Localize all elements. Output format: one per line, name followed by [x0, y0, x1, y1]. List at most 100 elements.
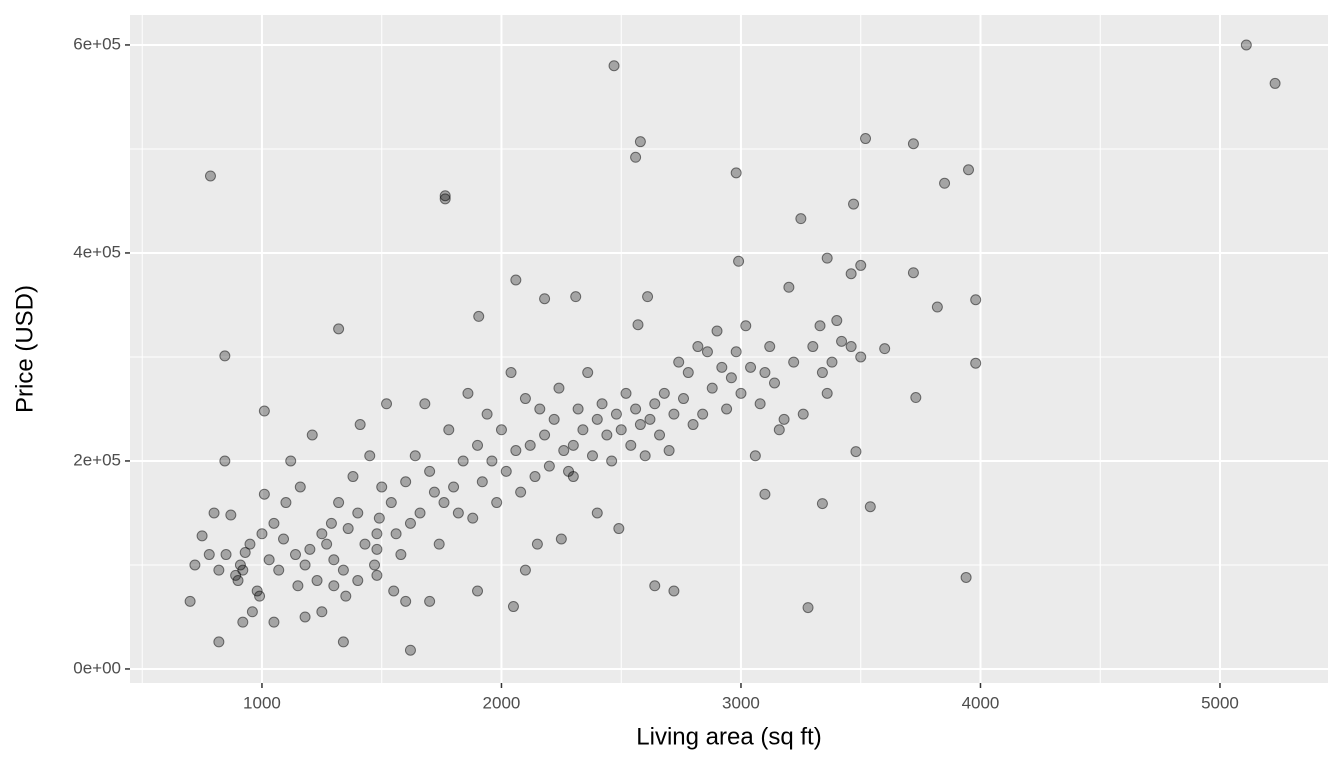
point [352, 575, 364, 587]
point [716, 361, 728, 373]
x-tick-label: 3000 [722, 693, 760, 712]
point [649, 398, 661, 410]
point [814, 320, 826, 332]
point [359, 538, 371, 550]
point [292, 580, 304, 592]
point [299, 559, 311, 571]
point [371, 528, 383, 540]
point [591, 507, 603, 519]
point [278, 533, 290, 545]
point [596, 398, 608, 410]
point [419, 398, 431, 410]
point [439, 193, 451, 205]
point [644, 413, 656, 425]
point [577, 424, 589, 436]
point [725, 372, 737, 384]
point [448, 481, 460, 493]
point [404, 517, 416, 529]
point [831, 315, 843, 327]
point [306, 429, 318, 441]
point [481, 408, 493, 420]
point [769, 377, 781, 389]
point [438, 497, 450, 509]
point [462, 387, 474, 399]
point [268, 517, 280, 529]
point [510, 445, 522, 457]
point [733, 255, 745, 267]
point [294, 481, 306, 493]
point [625, 439, 637, 451]
point [850, 446, 862, 458]
point [337, 564, 349, 576]
point [280, 497, 292, 509]
point [970, 294, 982, 306]
point [740, 320, 752, 332]
y-tick-label: 6e+05 [73, 34, 121, 53]
point [219, 455, 231, 467]
point [381, 398, 393, 410]
point [204, 170, 216, 182]
point [634, 419, 646, 431]
point [548, 413, 560, 425]
point [879, 343, 891, 355]
point [495, 424, 507, 436]
point [237, 564, 249, 576]
point [289, 549, 301, 561]
point [802, 602, 814, 614]
point [630, 151, 642, 163]
point [855, 259, 867, 271]
point [963, 164, 975, 176]
point [196, 530, 208, 542]
point [864, 501, 876, 513]
point [570, 291, 582, 303]
point [428, 486, 440, 498]
point [558, 445, 570, 457]
point [258, 405, 270, 417]
point [219, 350, 231, 362]
point [816, 498, 828, 510]
point [807, 341, 819, 353]
point [325, 517, 337, 529]
point [225, 509, 237, 521]
point [745, 361, 757, 373]
point [663, 445, 675, 457]
point [285, 455, 297, 467]
point [491, 497, 503, 509]
point [567, 471, 579, 483]
point [472, 439, 484, 451]
point [601, 429, 613, 441]
point [910, 392, 922, 404]
point [642, 291, 654, 303]
point [251, 585, 263, 597]
point [354, 419, 366, 431]
point [591, 413, 603, 425]
point [364, 450, 376, 462]
point [711, 325, 723, 337]
point [237, 616, 249, 628]
point [304, 543, 316, 555]
point [476, 476, 488, 488]
point [606, 455, 618, 467]
point [213, 636, 225, 648]
point [582, 367, 594, 379]
point [778, 413, 790, 425]
point [424, 595, 436, 607]
point [524, 439, 536, 451]
point [263, 554, 275, 566]
point [316, 528, 328, 540]
point [333, 323, 345, 335]
point [515, 486, 527, 498]
point [682, 367, 694, 379]
point [634, 136, 646, 148]
point [931, 301, 943, 313]
point [759, 488, 771, 500]
point [692, 341, 704, 353]
point [473, 310, 485, 322]
point [845, 268, 857, 280]
point [543, 460, 555, 472]
point [788, 356, 800, 368]
point [860, 133, 872, 145]
point [311, 575, 323, 587]
point [615, 424, 627, 436]
